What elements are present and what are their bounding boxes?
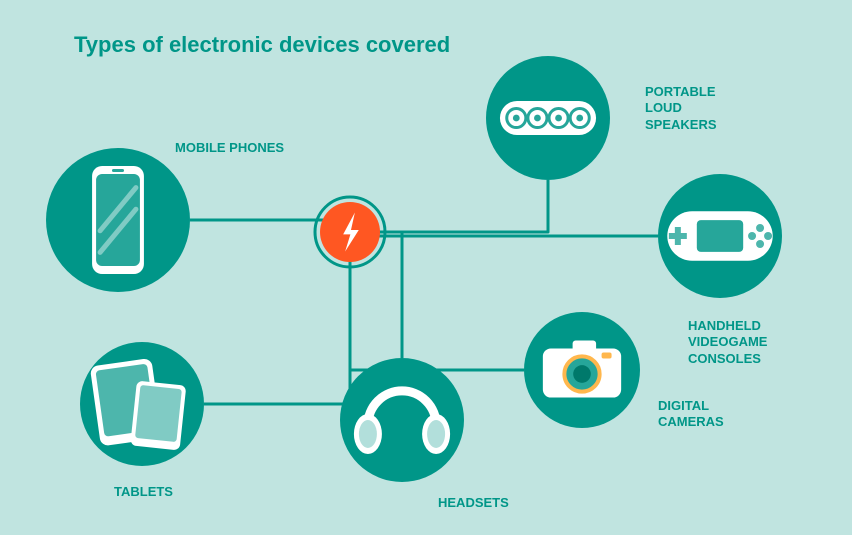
connector-speakers [350, 180, 548, 232]
node-cameras [524, 312, 640, 428]
diagram-title: Types of electronic devices covered [74, 32, 450, 58]
network-svg [0, 0, 852, 535]
node-headsets [340, 358, 464, 482]
console-icon [667, 211, 772, 261]
label-console: HANDHELD VIDEOGAME CONSOLES [688, 318, 767, 367]
label-speakers: PORTABLE LOUD SPEAKERS [645, 84, 717, 133]
label-cameras: DIGITAL CAMERAS [658, 398, 724, 431]
node-tablets [80, 342, 204, 466]
label-tablets: TABLETS [114, 484, 173, 500]
speakers-icon [500, 101, 596, 135]
label-phones: MOBILE PHONES [175, 140, 284, 156]
node-console [658, 174, 782, 298]
diagram-stage: Types of electronic devices covered MOBI… [0, 0, 852, 535]
node-speakers [486, 56, 610, 180]
phones-icon [92, 166, 144, 274]
connector-cameras [350, 232, 524, 370]
label-headsets: HEADSETS [438, 495, 509, 511]
node-phones [46, 148, 190, 292]
hub [315, 197, 385, 267]
cameras-icon [543, 340, 621, 397]
